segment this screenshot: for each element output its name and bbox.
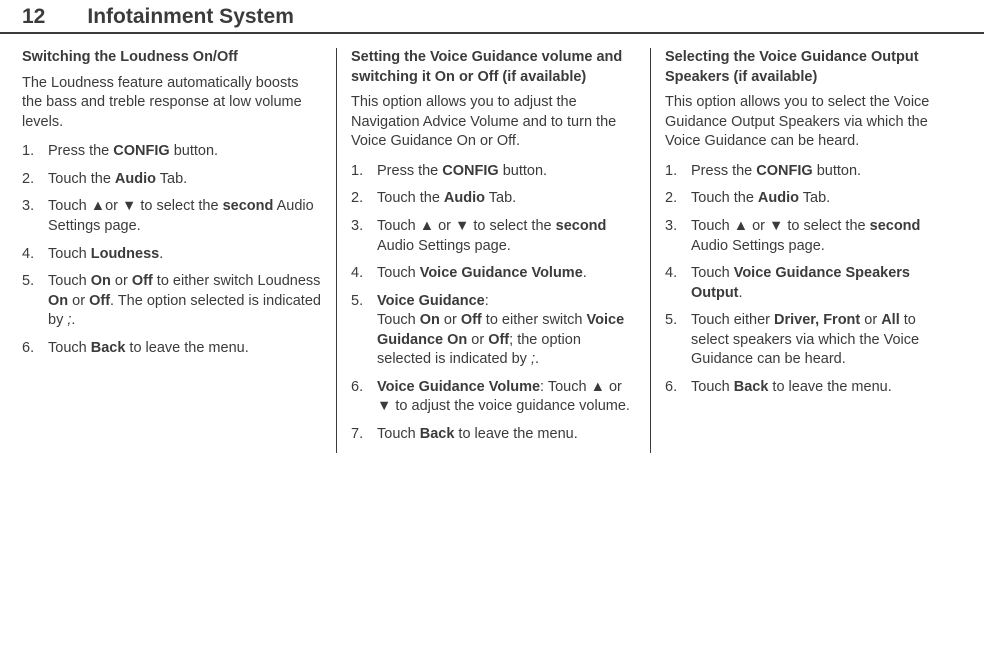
section-heading: Setting the Voice Guidance volume and sw… <box>351 48 636 87</box>
column-3: Selecting the Voice Guidance Output Spea… <box>650 48 964 453</box>
column-2: Setting the Voice Guidance volume and sw… <box>336 48 650 453</box>
step-item: Touch On or Off to either switch Loudnes… <box>22 272 322 331</box>
step-item: Touch ▲or ▼ to select the second Audio S… <box>22 197 322 236</box>
step-item: Touch the Audio Tab. <box>22 170 322 190</box>
step-item: Touch ▲ or ▼ to select the second Audio … <box>351 217 636 256</box>
step-item: Touch Back to leave the menu. <box>351 425 636 445</box>
page-header: 12 Infotainment System <box>0 0 984 34</box>
step-item: Touch either Driver, Front or All to sel… <box>665 311 950 370</box>
step-item: Touch the Audio Tab. <box>665 189 950 209</box>
step-item: Press the CONFIG button. <box>351 162 636 182</box>
step-item: Touch the Audio Tab. <box>351 189 636 209</box>
section-intro: The Loudness feature automatically boost… <box>22 74 322 133</box>
step-item: Voice Guidance:Touch On or Off to either… <box>351 292 636 370</box>
section-intro: This option allows you to adjust the Nav… <box>351 93 636 152</box>
section-heading: Selecting the Voice Guidance Output Spea… <box>665 48 950 87</box>
column-1: Switching the Loudness On/Off The Loudne… <box>22 48 336 453</box>
step-item: Voice Guidance Volume: Touch ▲ or ▼ to a… <box>351 378 636 417</box>
page-title: Infotainment System <box>87 5 294 29</box>
steps-list: Press the CONFIG button. Touch the Audio … <box>665 162 950 398</box>
page-number: 12 <box>22 5 45 29</box>
manual-page: 12 Infotainment System Switching the Lou… <box>0 0 1004 669</box>
step-item: Touch Voice Guidance Speakers Output. <box>665 264 950 303</box>
steps-list: Press the CONFIG button. Touch the Audio … <box>22 142 322 358</box>
step-item: Touch Back to leave the menu. <box>665 378 950 398</box>
step-item: Touch ▲ or ▼ to select the second Audio … <box>665 217 950 256</box>
step-item: Press the CONFIG button. <box>22 142 322 162</box>
section-heading: Switching the Loudness On/Off <box>22 48 322 68</box>
content-columns: Switching the Loudness On/Off The Loudne… <box>0 48 1004 453</box>
step-item: Touch Back to leave the menu. <box>22 339 322 359</box>
steps-list: Press the CONFIG button. Touch the Audio … <box>351 162 636 445</box>
step-item: Touch Voice Guidance Volume. <box>351 264 636 284</box>
step-item: Touch Loudness. <box>22 245 322 265</box>
section-intro: This option allows you to select the Voi… <box>665 93 950 152</box>
step-item: Press the CONFIG button. <box>665 162 950 182</box>
